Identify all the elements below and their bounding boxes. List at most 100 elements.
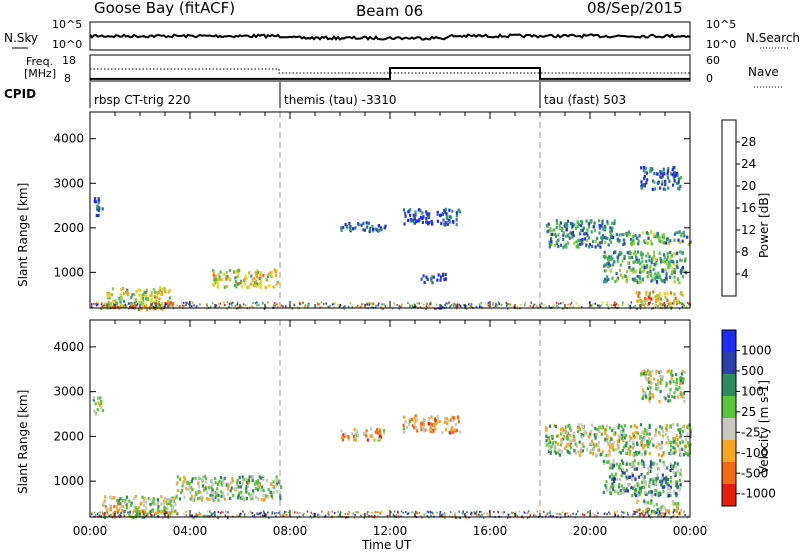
heatmap-cell bbox=[329, 304, 332, 307]
heatmap-cell bbox=[372, 302, 375, 305]
heatmap-cell bbox=[395, 513, 398, 516]
heatmap-cell bbox=[380, 510, 383, 513]
heatmap-cell bbox=[592, 307, 595, 310]
heatmap-cell bbox=[452, 430, 455, 434]
heatmap-cell bbox=[225, 277, 228, 281]
heatmap-cell bbox=[610, 255, 613, 259]
heatmap-cell bbox=[627, 446, 630, 450]
heatmap-cell bbox=[108, 294, 111, 298]
heatmap-cell bbox=[254, 487, 257, 491]
heatmap-cell bbox=[596, 427, 599, 432]
heatmap-cell bbox=[672, 464, 675, 468]
heatmap-cell bbox=[660, 446, 663, 450]
heatmap-cell bbox=[422, 274, 425, 278]
heatmap-cell bbox=[655, 503, 658, 507]
heatmap-cell bbox=[140, 307, 143, 311]
heatmap-cell bbox=[459, 516, 461, 519]
x-axis-label: Time UT bbox=[361, 538, 412, 552]
heatmap-cell bbox=[577, 423, 580, 427]
heatmap-cell bbox=[217, 272, 220, 276]
heatmap-cell bbox=[401, 303, 403, 306]
heatmap-cell bbox=[559, 443, 562, 447]
heatmap-cell bbox=[473, 510, 475, 513]
heatmap-cell bbox=[620, 425, 623, 429]
heatmap-cell bbox=[644, 480, 647, 484]
heatmap-cell bbox=[577, 238, 580, 242]
heatmap-cell bbox=[673, 395, 676, 399]
heatmap-cell bbox=[627, 449, 630, 453]
heatmap-cell bbox=[122, 299, 125, 303]
heatmap-cell bbox=[661, 180, 664, 184]
heatmap-cell bbox=[224, 274, 227, 278]
heatmap-cell bbox=[562, 434, 565, 439]
heatmap-cell bbox=[352, 512, 355, 515]
heatmap-cell bbox=[607, 243, 610, 247]
heatmap-cell bbox=[92, 398, 95, 402]
heatmap-cell bbox=[622, 242, 625, 247]
heatmap-cell bbox=[672, 511, 674, 514]
heatmap-cell bbox=[149, 497, 152, 501]
heatmap-cell bbox=[652, 267, 655, 272]
heatmap-cell bbox=[237, 271, 240, 275]
heatmap-cell bbox=[653, 172, 656, 176]
heatmap-cell bbox=[609, 240, 613, 244]
heatmap-cell bbox=[664, 183, 667, 187]
heatmap-cell bbox=[407, 301, 409, 304]
heatmap-cell bbox=[666, 255, 670, 259]
heatmap-cell bbox=[614, 472, 617, 476]
heatmap-cell bbox=[640, 373, 643, 377]
heatmap-cell bbox=[629, 449, 632, 453]
heatmap-cell bbox=[643, 481, 646, 485]
heatmap-cell bbox=[209, 515, 211, 518]
heatmap-cell bbox=[405, 511, 407, 514]
heatmap-cell bbox=[682, 440, 685, 444]
heatmap-cell bbox=[267, 488, 270, 492]
heatmap-cell bbox=[656, 476, 659, 480]
heatmap-cell bbox=[660, 377, 663, 381]
heatmap-cell bbox=[173, 496, 176, 500]
heatmap-cell bbox=[673, 268, 676, 272]
heatmap-cell bbox=[120, 303, 123, 307]
heatmap-cell bbox=[670, 480, 673, 484]
heatmap-cell bbox=[450, 304, 453, 307]
heatmap-cell bbox=[243, 514, 246, 517]
heatmap-cell bbox=[555, 226, 558, 230]
heatmap-cell bbox=[667, 494, 671, 498]
heatmap-cell bbox=[637, 462, 640, 466]
heatmap-cell bbox=[181, 482, 184, 486]
heatmap-cell bbox=[681, 293, 684, 297]
heatmap-cell bbox=[338, 306, 341, 308]
heatmap-cell bbox=[371, 303, 373, 306]
heatmap-cell bbox=[255, 282, 258, 286]
heatmap-cell bbox=[623, 432, 626, 436]
heatmap-cell bbox=[635, 488, 638, 492]
heatmap-cell bbox=[605, 440, 608, 444]
heatmap-cell bbox=[102, 512, 105, 516]
heatmap-cell bbox=[354, 438, 357, 442]
heatmap-cell bbox=[237, 305, 239, 308]
heatmap-cell bbox=[665, 477, 668, 481]
heatmap-cell bbox=[664, 179, 667, 183]
heatmap-cell bbox=[347, 435, 350, 439]
heatmap-cell bbox=[628, 462, 631, 466]
heatmap-cell bbox=[669, 468, 672, 472]
heatmap-cell bbox=[254, 482, 257, 486]
heatmap-cell bbox=[244, 513, 246, 516]
heatmap-cell bbox=[657, 453, 660, 457]
heatmap-cell bbox=[527, 510, 530, 513]
heatmap-cell bbox=[448, 515, 451, 518]
heatmap-cell bbox=[156, 500, 159, 504]
heatmap-cell bbox=[251, 475, 254, 480]
heatmap-cell bbox=[112, 496, 115, 500]
heatmap-cell bbox=[573, 223, 576, 227]
heatmap-cell bbox=[662, 451, 665, 455]
heatmap-cell bbox=[680, 251, 683, 255]
heatmap-cell bbox=[590, 219, 593, 223]
heatmap-cell bbox=[675, 231, 678, 235]
heatmap-cell bbox=[274, 304, 276, 307]
heatmap-cell bbox=[660, 441, 663, 445]
heatmap-cell bbox=[638, 486, 641, 491]
heatmap-cell bbox=[659, 306, 662, 309]
heatmap-cell bbox=[597, 512, 599, 515]
heatmap-cell bbox=[635, 255, 638, 259]
